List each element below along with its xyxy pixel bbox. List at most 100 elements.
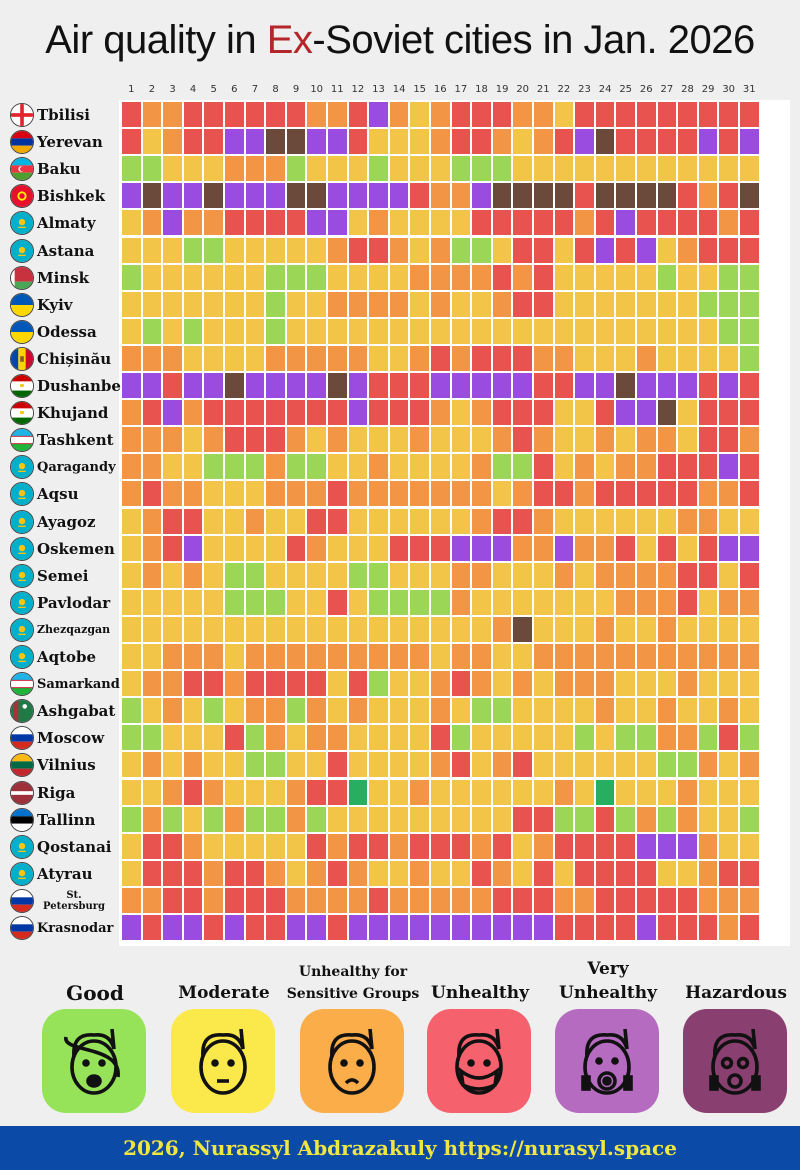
city-name: Dushanbe xyxy=(37,377,121,395)
heatmap-cell xyxy=(698,833,718,859)
heatmap-cell xyxy=(657,156,677,182)
heatmap-cell xyxy=(266,454,285,480)
heatmap-cell xyxy=(472,698,491,724)
heatmap-cell xyxy=(740,698,759,724)
heatmap-cell xyxy=(286,373,306,398)
heatmap-cell xyxy=(451,860,471,886)
heatmap-cell xyxy=(472,400,491,426)
heatmap-cell xyxy=(204,264,223,290)
heatmap-cell xyxy=(451,237,471,263)
heatmap-cell xyxy=(719,535,738,561)
heatmap-cell xyxy=(389,156,409,182)
heatmap-cell xyxy=(616,562,635,588)
heatmap-cell xyxy=(534,535,553,561)
heatmap-cell xyxy=(183,508,203,534)
heatmap-cell xyxy=(534,616,553,642)
heatmap-cell xyxy=(431,400,450,426)
heatmap-cell xyxy=(698,616,718,642)
heatmap-cell xyxy=(740,752,759,778)
heatmap-cell xyxy=(245,183,265,209)
heatmap-cell xyxy=(245,264,265,290)
heatmap-cell xyxy=(637,183,656,209)
heatmap-cell xyxy=(575,779,594,805)
heatmap-cell xyxy=(554,481,574,507)
city-name: Aqsu xyxy=(37,485,79,504)
heatmap-cell xyxy=(266,562,285,588)
heatmap-cell xyxy=(122,806,141,832)
heatmap-cell xyxy=(657,833,677,859)
heatmap-cell xyxy=(492,345,512,371)
heatmap-cell xyxy=(431,698,450,724)
heatmap-cell xyxy=(204,752,223,778)
row-label: St. Petersburg xyxy=(10,888,111,914)
heatmap-cell xyxy=(266,887,285,913)
heatmap-cell xyxy=(575,318,594,344)
heatmap-cell xyxy=(657,237,677,263)
heatmap-cell xyxy=(369,887,388,913)
heatmap-cell xyxy=(513,833,532,859)
heatmap-cell xyxy=(204,183,223,209)
heatmap-cell xyxy=(595,318,615,344)
heatmap-cell xyxy=(307,183,326,209)
legend-label: Unhealthy for Sensitive Groups xyxy=(278,961,428,1005)
heatmap-cell xyxy=(286,698,306,724)
heatmap-cell xyxy=(595,616,615,642)
heatmap-cell xyxy=(122,318,141,344)
heatmap-cell xyxy=(286,725,306,751)
row-label: Chișinău xyxy=(10,346,111,372)
heatmap-cell xyxy=(348,102,368,127)
heatmap-cell xyxy=(245,129,265,155)
heatmap-cell xyxy=(554,752,574,778)
heatmap-cell xyxy=(369,535,388,561)
heatmap-cell xyxy=(451,833,471,859)
heatmap-cell xyxy=(225,508,244,534)
heatmap-cell xyxy=(204,860,223,886)
heatmap-cell xyxy=(740,210,759,236)
heatmap-cell xyxy=(513,102,532,127)
kazakhstan-flag-icon xyxy=(10,536,34,561)
heatmap-cell xyxy=(163,860,182,886)
heatmap-cell xyxy=(163,833,182,859)
heatmap-cell xyxy=(616,887,635,913)
heatmap-cell xyxy=(204,129,223,155)
heatmap-cell xyxy=(740,508,759,534)
heatmap-cell xyxy=(266,698,285,724)
heatmap-cell xyxy=(740,156,759,182)
heatmap-cell xyxy=(286,345,306,371)
heatmap-cell xyxy=(719,156,738,182)
moldova-flag-icon xyxy=(10,346,34,371)
heatmap-cell xyxy=(328,508,347,534)
heatmap-cell xyxy=(616,210,635,236)
day-label: 9 xyxy=(292,84,300,95)
heatmap-cell xyxy=(204,454,223,480)
row-label: Kyiv xyxy=(10,292,73,318)
city-name: Pavlodar xyxy=(37,593,111,612)
heatmap-cell xyxy=(698,779,718,805)
city-name: Odessa xyxy=(37,322,97,341)
heatmap-cell xyxy=(595,400,615,426)
heatmap-cell xyxy=(534,156,553,182)
heatmap-cell xyxy=(348,237,368,263)
heatmap-cell xyxy=(513,454,532,480)
heatmap-cell xyxy=(513,562,532,588)
heatmap-cell xyxy=(183,915,203,940)
heatmap-cell xyxy=(698,481,718,507)
uzbekistan-flag-icon xyxy=(10,672,34,697)
heatmap-cell xyxy=(637,725,656,751)
heatmap-cell xyxy=(513,210,532,236)
heatmap-cell xyxy=(369,400,388,426)
heatmap-cell xyxy=(492,589,512,615)
heatmap-cell xyxy=(451,616,471,642)
heatmap-cell xyxy=(534,291,553,317)
heatmap-cell xyxy=(369,698,388,724)
heatmap-cell xyxy=(740,779,759,805)
heatmap-cell xyxy=(678,183,697,209)
heatmap-cell xyxy=(328,291,347,317)
heatmap-cell xyxy=(163,644,182,669)
heatmap-cell xyxy=(245,373,265,398)
heatmap-cell xyxy=(492,562,512,588)
heatmap-cell xyxy=(595,102,615,127)
heatmap-cell xyxy=(698,644,718,669)
heatmap-cell xyxy=(369,237,388,263)
heatmap-cell xyxy=(678,481,697,507)
